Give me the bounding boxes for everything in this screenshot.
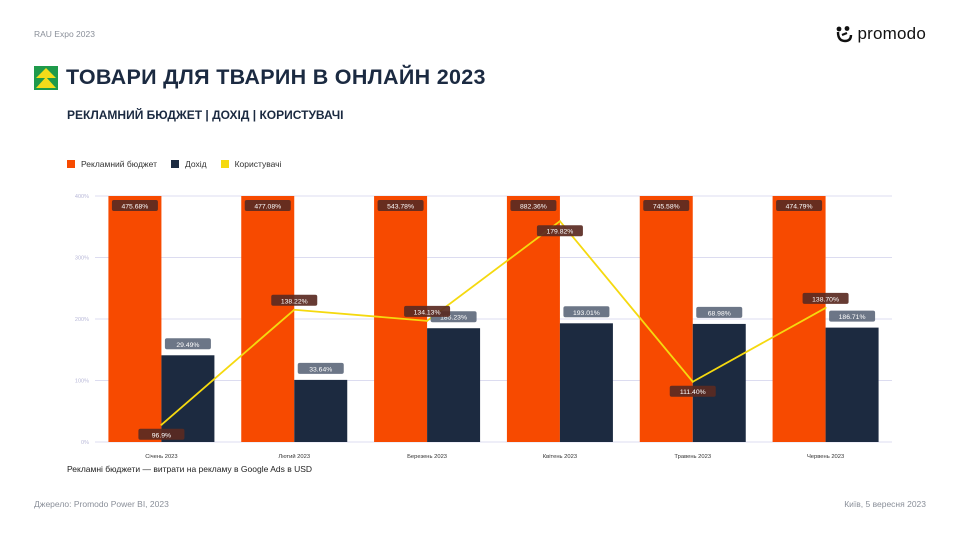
point-users — [558, 220, 561, 223]
label-users: 138.22% — [281, 298, 308, 305]
promodo-logo-icon — [836, 26, 852, 43]
bar-budget — [108, 196, 162, 442]
bar-revenue — [161, 355, 215, 442]
bar-revenue — [692, 323, 746, 442]
label-users-bg — [669, 385, 716, 397]
point-users — [160, 423, 163, 426]
legend-swatch-revenue — [170, 160, 179, 168]
legend-label-budget: Рекламний бюджет — [81, 159, 157, 169]
label-users: 134.13% — [414, 309, 441, 316]
legend-label-revenue: Дохід — [184, 159, 207, 169]
label-budget-bg — [244, 200, 291, 211]
y-tick-label: 200% — [75, 317, 89, 323]
x-tick-label: Квітень 2023 — [543, 454, 577, 460]
label-users-bg — [138, 428, 185, 440]
bar-budget — [241, 196, 295, 442]
y-tick-label: 400% — [75, 194, 89, 200]
label-revenue: 186.71% — [839, 314, 866, 321]
legend-label-users: Користувачі — [234, 159, 282, 169]
label-budget: 475.68% — [121, 204, 148, 211]
event-label: RAU Expo 2023 — [34, 29, 95, 39]
label-users-bg — [802, 292, 849, 304]
label-revenue-bg — [696, 306, 743, 318]
point-users — [824, 306, 827, 309]
x-tick-label: Січень 2023 — [145, 454, 177, 460]
label-budget-bg — [111, 200, 158, 211]
label-budget-bg — [510, 200, 557, 211]
label-revenue: 68.98% — [708, 310, 731, 317]
label-budget-bg — [776, 200, 823, 211]
y-tick-label: 100% — [75, 379, 89, 385]
bar-budget — [506, 196, 560, 442]
label-budget: 745.58% — [653, 204, 680, 211]
label-budget: 882.36% — [520, 204, 547, 211]
label-users: 179.82% — [546, 229, 573, 236]
label-users: 111.40% — [680, 389, 706, 396]
legend-item-revenue: Дохід — [170, 159, 207, 169]
legend-swatch-budget — [67, 160, 75, 168]
bar-revenue — [427, 328, 481, 442]
label-budget-bg — [377, 200, 424, 211]
chart-note: Рекламні бюджети — витрати на рекламу в … — [67, 464, 313, 474]
label-users-bg — [404, 305, 451, 317]
y-tick-label: 300% — [75, 256, 89, 262]
label-users-bg — [536, 225, 583, 237]
x-tick-label: Лютий 2023 — [278, 453, 310, 460]
brand-logo: promodo — [835, 24, 927, 44]
label-budget: 543.78% — [387, 204, 414, 211]
x-tick-label: Травень 2023 — [674, 454, 711, 460]
x-tick-label: Березень 2023 — [407, 454, 447, 460]
point-users — [426, 319, 429, 322]
legend-swatch-users — [220, 160, 229, 168]
label-users: 96.9% — [152, 432, 171, 439]
line-users — [160, 219, 827, 426]
chart-legend: Рекламний бюджет Дохід Користувачі — [67, 159, 281, 169]
label-revenue: 33.64% — [309, 366, 332, 373]
point-users — [691, 380, 694, 383]
bar-budget — [772, 196, 826, 442]
label-budget: 474.79% — [786, 204, 813, 211]
x-tick-label: Червень 2023 — [807, 454, 844, 460]
bar-revenue — [559, 323, 613, 442]
label-budget: 477.08% — [254, 204, 281, 211]
point-users — [293, 308, 296, 311]
label-revenue-bg — [297, 362, 344, 374]
date-text: Київ, 5 вересня 2023 — [844, 499, 926, 509]
source-text: Джерело: Promodo Power BI, 2023 — [34, 499, 169, 509]
page-subtitle: РЕКЛАМНИЙ БЮДЖЕТ | ДОХІД | КОРИСТУВАЧІ — [67, 108, 344, 122]
label-users: 138.70% — [812, 296, 839, 303]
label-revenue: 193.01% — [573, 310, 600, 317]
bar-revenue — [825, 327, 879, 442]
legend-item-budget: Рекламний бюджет — [67, 159, 157, 169]
label-users-bg — [271, 294, 318, 306]
bar-budget — [639, 196, 693, 442]
rau-logo-icon — [34, 65, 58, 90]
bar-revenue — [294, 379, 348, 442]
label-revenue: 29.49% — [176, 342, 199, 349]
legend-item-users: Користувачі — [220, 159, 282, 169]
label-revenue-bg — [164, 338, 211, 350]
label-budget-bg — [643, 200, 690, 211]
page-title: ТОВАРИ ДЛЯ ТВАРИН В ОНЛАЙН 2023 — [66, 65, 486, 89]
brand-name: promodo — [857, 24, 926, 43]
y-tick-label: 0% — [81, 440, 89, 446]
label-revenue-bg — [829, 310, 876, 322]
label-revenue-bg — [563, 306, 610, 318]
label-revenue: 185.23% — [440, 315, 467, 322]
